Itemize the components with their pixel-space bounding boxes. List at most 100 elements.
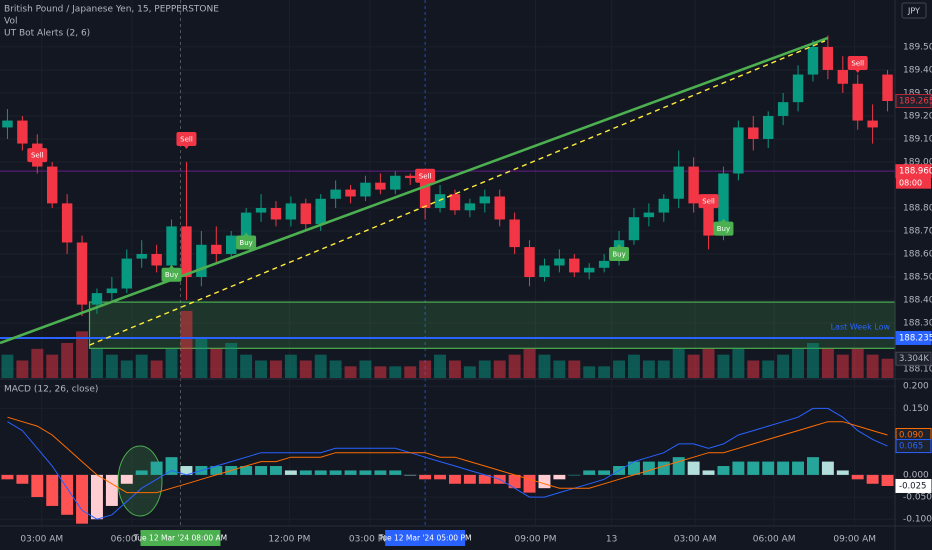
histogram-bar xyxy=(1,474,14,480)
signal-box xyxy=(176,131,197,146)
candle-body xyxy=(643,212,655,218)
candle-body xyxy=(240,212,252,236)
histogram-bar xyxy=(762,461,775,475)
volume-bar xyxy=(493,360,506,378)
signal: Sell xyxy=(847,56,868,74)
candle-body xyxy=(494,196,505,220)
signal-box xyxy=(713,221,734,236)
volume-bar xyxy=(105,354,118,378)
histogram-bar xyxy=(851,474,864,480)
volume-bar xyxy=(478,360,491,378)
histogram-bar xyxy=(523,474,536,493)
time-tag-label: Tue 12 Mar '24 08:00 AM xyxy=(133,534,227,543)
trendline xyxy=(89,40,826,346)
time-tag xyxy=(385,530,466,546)
candle-body xyxy=(166,226,177,266)
currency-button[interactable] xyxy=(901,2,927,19)
axes: 189.500 189.400 189.300 189.200 189.100 189.0… xyxy=(20,42,932,546)
histogram-bar xyxy=(568,474,581,476)
candle-body xyxy=(330,189,341,199)
signal: Buy xyxy=(609,243,630,261)
histogram-bar xyxy=(702,470,715,475)
histogram-bar xyxy=(314,470,327,475)
histogram-bar xyxy=(284,470,297,475)
candle-body xyxy=(882,74,893,101)
histogram-bar xyxy=(747,461,760,475)
histogram-bar xyxy=(821,461,834,475)
candle-body xyxy=(509,219,520,248)
macd-tick-label: 0.200 xyxy=(903,382,929,392)
signal-label: Buy xyxy=(239,239,252,247)
volume-bar xyxy=(553,360,566,378)
histogram-bar xyxy=(419,474,432,480)
volume-bar xyxy=(389,366,402,378)
signal-box xyxy=(847,56,868,71)
volume-bar xyxy=(538,354,551,378)
candle-body xyxy=(792,74,804,103)
histogram-bar xyxy=(90,474,103,520)
volume-bar xyxy=(806,343,819,378)
volume-bar xyxy=(269,360,282,378)
candle-body xyxy=(598,260,610,268)
y-tick-label: 189.300 xyxy=(903,88,932,98)
volume-bar xyxy=(821,348,834,378)
candle-body xyxy=(360,182,371,197)
candle-body xyxy=(673,166,684,199)
volume-bar xyxy=(299,360,312,378)
volume-bar xyxy=(523,348,536,378)
histogram-bar xyxy=(657,461,670,475)
volume-bar xyxy=(240,354,253,378)
histogram-bar xyxy=(344,470,357,475)
histogram-bar xyxy=(76,474,89,524)
candle-body xyxy=(225,235,237,254)
macd-tick-label: 0.150 xyxy=(903,404,929,414)
histogram-bar xyxy=(31,474,44,498)
candle-body xyxy=(300,203,312,225)
signal-label: Buy xyxy=(717,225,730,233)
volume-bar xyxy=(836,354,849,378)
countdown-tag xyxy=(896,177,931,189)
candle-body xyxy=(539,265,550,278)
candle-body xyxy=(91,293,103,305)
candle-body xyxy=(2,120,13,128)
main-pane: Last Week Low Sell Sell Buy Buy Sell Buy Sell Bu… xyxy=(0,35,896,378)
signal-label: Buy xyxy=(612,250,625,258)
histogram-bar xyxy=(16,474,29,484)
volume-bar xyxy=(225,343,238,378)
histogram-bar xyxy=(299,470,312,475)
volume-bar xyxy=(732,348,745,378)
histogram-bar xyxy=(836,470,849,475)
candle-body xyxy=(211,244,222,254)
volume-bar xyxy=(792,348,805,378)
candle-body xyxy=(807,46,819,75)
histogram-bar xyxy=(329,470,342,475)
candle-body xyxy=(718,173,729,236)
volume-bar xyxy=(642,360,655,378)
volume-bar xyxy=(150,360,163,378)
y-tick-label: 188.100 xyxy=(903,365,932,375)
volume-bar xyxy=(374,366,387,378)
price-tag-label: 188.960 xyxy=(899,167,932,177)
currency-label[interactable]: JPY xyxy=(907,7,920,16)
indicator-legend: UT Bot Alerts (2, 6) xyxy=(4,29,90,39)
y-tick-label: 189.000 xyxy=(903,157,932,167)
signal: Buy xyxy=(236,232,257,250)
histogram-bar xyxy=(732,461,745,475)
candle-body xyxy=(479,196,491,204)
time-tag-label: Tue 12 Mar '24 05:00 PM xyxy=(378,534,472,543)
volume-bar xyxy=(568,360,581,378)
histogram-bar xyxy=(717,466,730,475)
x-tick-label: 06:00 AM xyxy=(753,535,796,545)
candle-body xyxy=(76,242,88,305)
histogram-bar xyxy=(642,461,655,475)
volume-bar xyxy=(434,354,447,378)
signal-box xyxy=(236,235,257,250)
candle-body xyxy=(583,267,595,273)
histogram-bar xyxy=(61,474,74,515)
y-tick-label: 188.800 xyxy=(903,203,932,213)
volume-bar xyxy=(195,337,208,378)
price-tag-label: 0.090 xyxy=(899,430,923,440)
candle-body xyxy=(524,247,535,278)
histogram-bar xyxy=(255,466,268,475)
volume-bar xyxy=(866,354,879,378)
